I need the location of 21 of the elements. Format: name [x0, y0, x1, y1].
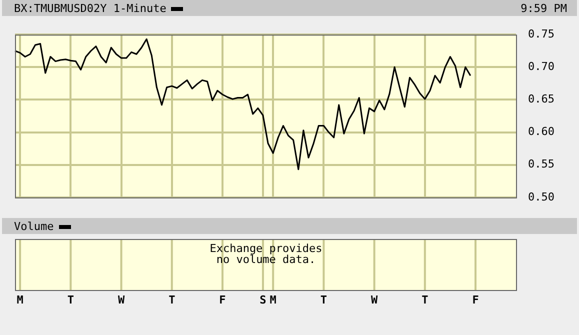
text: 9:59 PM: [520, 2, 567, 15]
y-tick-label: 0.55: [528, 158, 554, 171]
y-tick-label: 0.75: [528, 27, 554, 40]
category-label: T: [422, 293, 428, 306]
category-label: F: [472, 293, 479, 306]
category-label: S: [260, 293, 266, 306]
text: Exchange provides no volume data.: [208, 242, 324, 266]
category-label: T: [67, 293, 74, 306]
category-label: W: [370, 293, 378, 306]
category-label: M: [16, 293, 24, 306]
category-label: T: [320, 293, 328, 306]
y-tick-label: 0.50: [528, 190, 554, 204]
category-label: W: [118, 293, 125, 306]
y-tick-label: 0.70: [528, 60, 554, 74]
y-tick-label: 0.60: [528, 125, 554, 138]
category-label: M: [270, 293, 276, 306]
category-label: T: [168, 293, 176, 306]
text: Volume: [14, 220, 55, 233]
category-label: F: [219, 293, 226, 306]
legend-label: BX:TMUBMUSD02Y 1-Minute: [14, 2, 166, 15]
y-tick-label: 0.65: [528, 92, 554, 106]
